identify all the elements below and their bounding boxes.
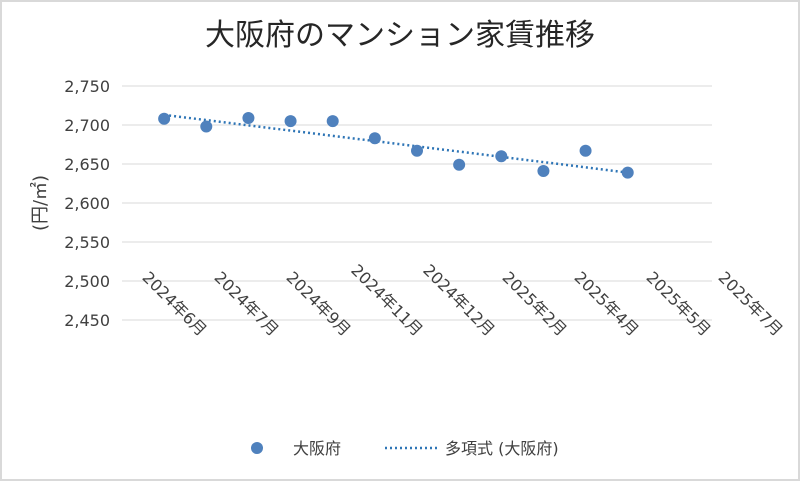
data-point bbox=[326, 115, 339, 128]
y-tick-label: 2,500 bbox=[64, 272, 110, 291]
y-tick-label: 2,700 bbox=[64, 116, 110, 135]
y-axis-label: (円/㎡) bbox=[29, 175, 51, 231]
data-point bbox=[158, 112, 171, 125]
y-tick-label: 2,650 bbox=[64, 155, 110, 174]
x-tick-label: 2025年5月 bbox=[643, 268, 715, 340]
y-tick-label: 2,550 bbox=[64, 233, 110, 252]
x-tick-label: 2024年11月 bbox=[347, 261, 426, 340]
gridlines bbox=[122, 85, 712, 321]
data-point bbox=[453, 158, 466, 171]
data-point bbox=[200, 120, 213, 133]
y-tick-label: 2,600 bbox=[64, 194, 110, 213]
x-tick-label: 2025年2月 bbox=[499, 268, 571, 340]
y-tick-label: 2,450 bbox=[64, 311, 110, 330]
legend-label-trendline: 多項式 (大阪府) bbox=[445, 439, 559, 458]
legend-marker-osaka bbox=[251, 442, 263, 454]
x-tick-label: 2025年7月 bbox=[715, 268, 787, 340]
x-tick-label: 2024年9月 bbox=[283, 268, 355, 340]
y-tick-labels: 2,450 2,500 2,550 2,600 2,650 2,700 2,750 bbox=[64, 77, 110, 330]
x-tick-label: 2024年6月 bbox=[139, 268, 211, 340]
legend: 大阪府 多項式 (大阪府) bbox=[251, 439, 559, 458]
data-point bbox=[621, 166, 634, 179]
data-point bbox=[411, 144, 423, 157]
x-tick-label: 2024年12月 bbox=[419, 261, 498, 340]
data-point bbox=[368, 132, 381, 145]
x-tick-label: 2025年4月 bbox=[571, 268, 643, 340]
data-point bbox=[579, 144, 592, 157]
data-points bbox=[158, 111, 634, 179]
x-tick-label: 2024年7月 bbox=[211, 268, 283, 340]
legend-label-osaka: 大阪府 bbox=[293, 439, 341, 458]
y-tick-label: 2,750 bbox=[64, 77, 110, 96]
data-point bbox=[495, 150, 508, 163]
data-point bbox=[242, 111, 255, 124]
chart-title: 大阪府のマンション家賃推移 bbox=[205, 18, 595, 53]
data-point bbox=[284, 115, 297, 128]
data-point bbox=[537, 165, 550, 178]
